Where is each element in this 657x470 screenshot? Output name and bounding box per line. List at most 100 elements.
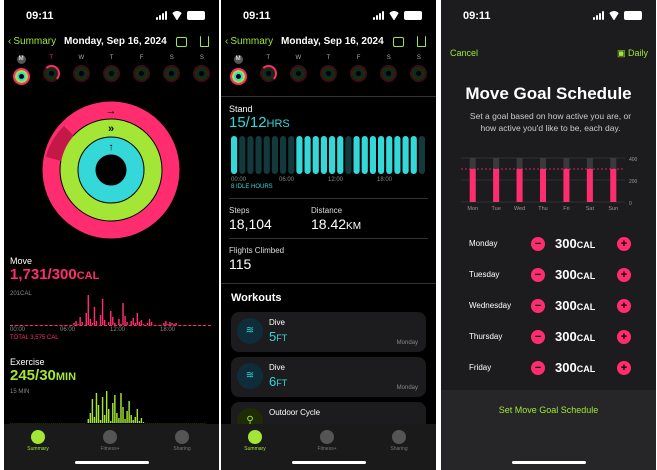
summary-nav: ‹ Summary Monday, Sep 16, 2024 — [8, 36, 213, 50]
goal-row-thursday: Thursday − 300CAL + — [459, 323, 641, 351]
stand-ring — [78, 137, 144, 203]
minus-button[interactable]: − — [531, 299, 545, 313]
week-day[interactable]: S — [160, 55, 184, 85]
goal-bar — [493, 169, 500, 202]
move-bar — [73, 323, 75, 325]
exercise-bar — [103, 415, 106, 423]
activity-ring-icon — [163, 65, 181, 82]
week-day[interactable]: S — [190, 55, 214, 85]
move-bar — [101, 299, 104, 325]
exercise-bar — [175, 423, 177, 424]
exercise-bar — [134, 417, 136, 423]
move-bar — [81, 322, 83, 325]
workout-card[interactable]: ≋ Dive 6FT Monday — [231, 357, 426, 397]
workout-card[interactable]: ≋ Dive 5FT Monday — [231, 312, 426, 352]
tab-fitness-plus[interactable]: Fitness+ — [80, 430, 140, 452]
week-day[interactable]: W — [286, 55, 310, 85]
set-move-goal-schedule-button[interactable]: Set Move Goal Schedule — [498, 405, 599, 415]
y-tick-label: 400 — [629, 157, 638, 163]
move-bar — [122, 303, 124, 325]
exercise-bar — [69, 423, 71, 424]
week-strip: M T W T F S S — [223, 55, 434, 85]
week-day[interactable]: T — [39, 55, 63, 85]
calendar-icon[interactable] — [393, 37, 404, 47]
activity-ring-icon — [289, 65, 307, 82]
exercise-bar — [105, 391, 108, 423]
move-label: Move — [10, 256, 33, 266]
move-bar — [165, 321, 167, 325]
week-day[interactable]: S — [377, 55, 401, 85]
move-ring-overlap — [45, 125, 77, 162]
stand-hour-bar — [369, 136, 376, 174]
stand-hour-bar — [320, 136, 327, 174]
minus-button[interactable]: − — [531, 330, 545, 344]
goal-row-friday: Friday − 300CAL + — [459, 354, 641, 382]
plus-button[interactable]: + — [617, 299, 631, 313]
exercise-bar — [142, 422, 145, 423]
back-button[interactable]: ‹ Summary — [225, 36, 274, 47]
week-day[interactable]: F — [347, 55, 371, 85]
status-time: 09:11 — [26, 10, 54, 22]
stand-hour-bar — [337, 136, 344, 174]
daily-button[interactable]: ▣ Daily — [616, 48, 648, 58]
exercise-bar — [73, 423, 75, 424]
week-day[interactable]: S — [407, 55, 431, 85]
activity-rings-icon — [248, 430, 262, 444]
tab-fitness-plus[interactable]: Fitness+ — [297, 430, 357, 452]
back-button[interactable]: ‹ Summary — [8, 36, 57, 47]
status-time: 09:11 — [243, 10, 271, 22]
activity-ring-icon — [102, 65, 120, 82]
share-icon[interactable] — [417, 36, 426, 47]
share-icon[interactable] — [200, 36, 209, 47]
stand-hour-bar — [402, 136, 409, 174]
week-day[interactable]: W — [69, 55, 93, 85]
plus-button[interactable]: + — [617, 268, 631, 282]
exercise-bar — [85, 423, 87, 424]
exercise-bar — [136, 409, 139, 423]
tab-sharing[interactable]: Sharing — [369, 430, 429, 452]
move-scale: 201CAL — [10, 291, 32, 297]
stand-hour-bar — [410, 136, 417, 174]
week-day[interactable]: T — [256, 55, 280, 85]
week-day[interactable]: M — [226, 55, 250, 85]
calendar-icon[interactable] — [176, 37, 187, 47]
exercise-bar — [108, 409, 110, 423]
tab-summary[interactable]: Summary — [225, 430, 285, 452]
steps-label: Steps — [229, 206, 250, 215]
cancel-button[interactable]: Cancel — [450, 48, 479, 58]
move-bar — [79, 317, 81, 325]
exercise-bar — [173, 423, 175, 424]
exercise-bar — [81, 423, 83, 424]
plus-button[interactable]: + — [617, 330, 631, 344]
exercise-bar — [171, 423, 173, 424]
exercise-bar — [52, 423, 55, 424]
move-bar — [136, 313, 139, 325]
move-ring — [42, 101, 180, 239]
stand-value: 15/12HRS — [229, 114, 290, 131]
plus-button[interactable]: + — [617, 361, 631, 375]
exercise-bar — [148, 423, 151, 424]
wifi-icon — [608, 11, 620, 20]
tab-summary[interactable]: Summary — [8, 430, 68, 452]
week-day[interactable]: M — [9, 55, 33, 85]
tab-sharing[interactable]: Sharing — [152, 430, 212, 452]
x-tick-label: Wed — [514, 206, 525, 212]
minus-button[interactable]: − — [531, 268, 545, 282]
exercise-bar — [67, 423, 69, 424]
x-tick-label: Sun — [608, 206, 618, 212]
move-bar — [75, 321, 77, 325]
move-bar — [134, 323, 136, 325]
week-day[interactable]: F — [130, 55, 154, 85]
week-day[interactable]: T — [316, 55, 340, 85]
exercise-value: 245/30MIN — [10, 367, 77, 384]
goal-chart: 400 200 0 Mon Tue Wed Thu Fri Sat Sun — [461, 157, 638, 212]
minus-button[interactable]: − — [531, 361, 545, 375]
steps-value: 18,104 — [229, 216, 272, 232]
plus-button[interactable]: + — [617, 237, 631, 251]
exercise-bar — [157, 423, 159, 424]
week-day[interactable]: T — [99, 55, 123, 85]
minus-button[interactable]: − — [531, 237, 545, 251]
exercise-bar — [26, 423, 28, 424]
move-bar — [112, 317, 114, 325]
x-tick-label: Mon — [467, 206, 478, 212]
